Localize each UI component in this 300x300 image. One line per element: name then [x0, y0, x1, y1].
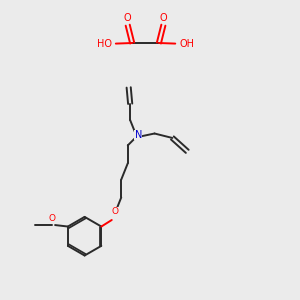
- Text: O: O: [48, 214, 55, 223]
- Text: N: N: [134, 130, 142, 140]
- Text: OH: OH: [179, 39, 194, 49]
- Text: O: O: [111, 207, 118, 216]
- Text: O: O: [124, 13, 131, 23]
- Text: HO: HO: [97, 39, 112, 49]
- Text: O: O: [160, 13, 167, 23]
